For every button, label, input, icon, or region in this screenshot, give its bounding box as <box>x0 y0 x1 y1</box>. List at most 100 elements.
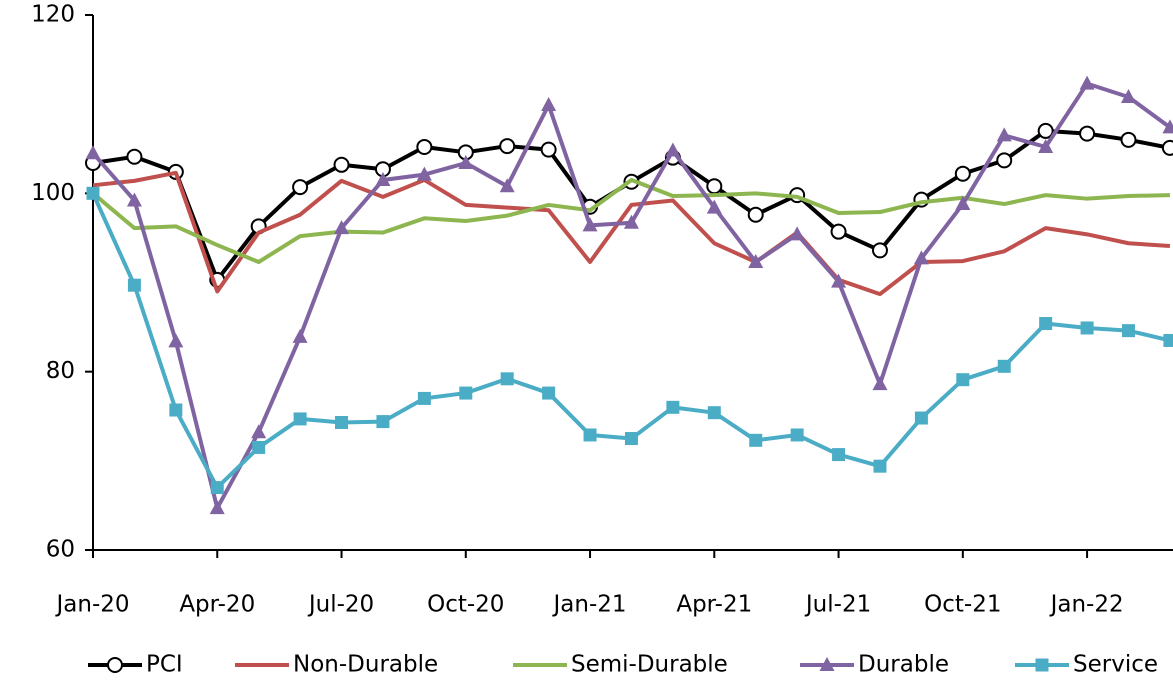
x-tick-label: Oct-20 <box>427 592 504 618</box>
data-point <box>831 273 847 288</box>
data-point <box>1080 321 1094 335</box>
legend-label: Service <box>1073 652 1158 678</box>
data-point <box>499 138 516 155</box>
data-point <box>872 376 888 391</box>
data-point <box>1162 119 1173 134</box>
data-point <box>127 278 141 292</box>
data-point <box>1120 131 1137 148</box>
data-point <box>996 152 1013 169</box>
y-tick-label: 80 <box>46 358 75 384</box>
data-point <box>997 359 1011 373</box>
legend-marker <box>1035 658 1049 672</box>
series-line <box>92 170 1171 297</box>
legend-label: Semi-Durable <box>571 652 728 678</box>
legend-label: Non-Durable <box>293 652 438 678</box>
data-point <box>376 415 390 429</box>
y-tick-label: 120 <box>31 2 75 28</box>
data-point <box>126 148 143 165</box>
data-point <box>1038 138 1054 153</box>
data-point <box>541 97 557 112</box>
x-tick-label: Jan-21 <box>552 592 627 618</box>
data-point <box>251 424 267 439</box>
data-point <box>416 138 433 155</box>
data-point <box>914 411 928 425</box>
data-point <box>790 428 804 442</box>
x-tick-label: Oct-21 <box>924 592 1001 618</box>
data-point <box>459 386 473 400</box>
data-point <box>747 206 764 223</box>
series <box>92 170 1171 297</box>
data-point <box>126 192 142 207</box>
data-point <box>665 142 681 157</box>
x-tick-label: Jul-20 <box>307 592 374 618</box>
data-point <box>333 156 350 173</box>
data-point <box>1122 324 1135 338</box>
data-point <box>583 428 597 442</box>
legend-item: PCI <box>88 652 183 678</box>
data-point <box>334 220 350 235</box>
data-point <box>1121 89 1136 104</box>
data-point <box>955 196 971 211</box>
data-point <box>1161 139 1173 156</box>
data-point <box>1079 75 1095 90</box>
data-point <box>956 373 970 387</box>
x-tick-label: Apr-21 <box>676 592 752 618</box>
data-point <box>582 217 598 232</box>
data-point <box>542 386 556 400</box>
data-point <box>1039 317 1053 331</box>
legend-item: Service <box>1015 652 1158 678</box>
data-point <box>624 432 638 446</box>
data-point <box>292 179 309 196</box>
y-tick-label: 100 <box>31 180 75 206</box>
data-point <box>86 186 100 200</box>
legend-marker <box>819 657 835 671</box>
x-tick-label: Apr-20 <box>179 592 255 618</box>
data-point <box>789 226 805 241</box>
data-point <box>623 214 639 229</box>
data-point <box>666 400 680 414</box>
data-point <box>913 250 929 265</box>
legend-marker <box>107 657 123 673</box>
x-tick-label: Jan-20 <box>54 592 129 618</box>
data-point <box>1163 333 1173 347</box>
data-point <box>954 165 971 182</box>
legend-item: Semi-Durable <box>513 652 728 678</box>
x-tick-label: Jan-22 <box>1049 592 1124 618</box>
x-tick-label: Jul-21 <box>804 592 871 618</box>
data-point <box>210 481 224 495</box>
data-point <box>706 199 722 214</box>
data-point <box>293 412 307 426</box>
legend-item: Non-Durable <box>235 652 438 678</box>
data-point <box>499 178 515 193</box>
data-point <box>706 178 723 195</box>
legend-label: PCI <box>146 652 183 678</box>
data-point <box>252 440 266 454</box>
y-tick-label: 60 <box>46 537 75 563</box>
legend-label: Durable <box>858 652 949 678</box>
data-point <box>871 242 888 259</box>
data-point <box>1037 122 1054 139</box>
data-point <box>168 333 184 348</box>
series <box>86 186 1173 495</box>
data-point <box>749 433 763 447</box>
data-point <box>540 141 557 158</box>
data-point <box>458 155 474 170</box>
data-point <box>1079 125 1096 142</box>
data-point <box>996 127 1012 142</box>
data-point <box>830 223 847 240</box>
series <box>85 75 1173 515</box>
data-point <box>873 459 887 473</box>
data-point <box>375 171 391 186</box>
data-point <box>292 328 308 343</box>
legend-item: Durable <box>800 652 949 678</box>
series <box>91 177 1170 264</box>
data-point <box>748 253 764 268</box>
data-point <box>416 166 432 181</box>
data-point <box>169 403 183 417</box>
data-point <box>209 500 225 515</box>
data-point <box>85 145 101 160</box>
data-point <box>335 415 349 429</box>
data-point <box>832 448 846 462</box>
series-line <box>91 177 1170 264</box>
